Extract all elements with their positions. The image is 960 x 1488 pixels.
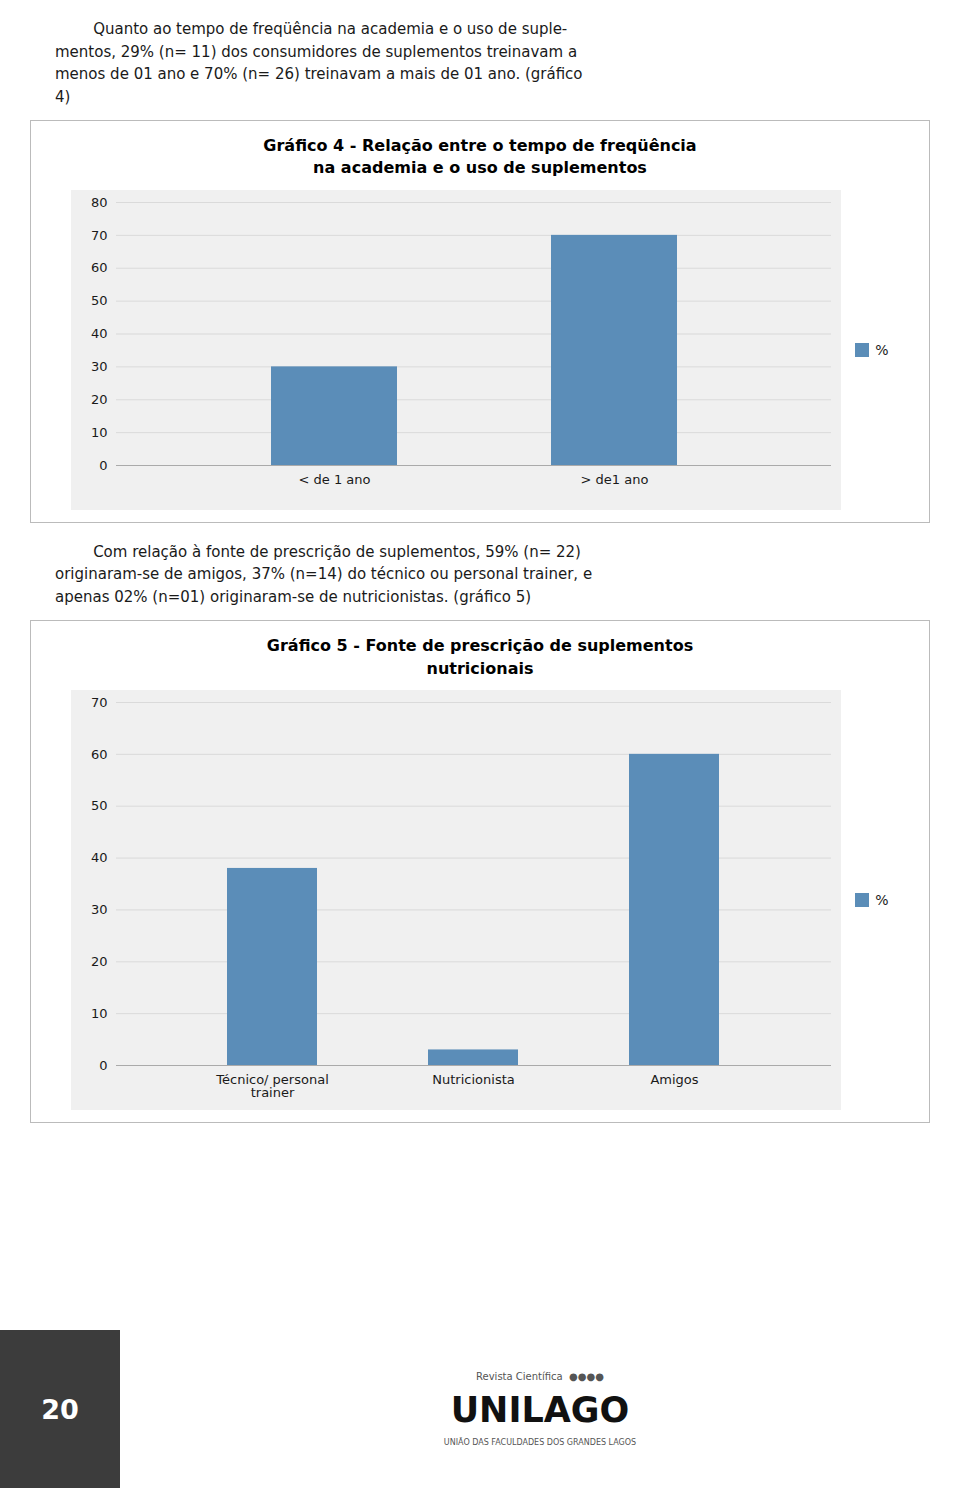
- html-text:apenas 02% (n=01) originaram-s: apenas 02% (n=01) originaram-se de nutri…: [55, 587, 532, 606]
- svg-text:80: 80: [91, 194, 108, 209]
- svg-text:60: 60: [91, 260, 108, 275]
- svg-text:Nutricionista: Nutricionista: [433, 1072, 515, 1087]
- html-text:originaram-se de amigos, 37% (: originaram-se de amigos, 37% (n=14) do t…: [55, 565, 593, 584]
- svg-text:Técnico/ personaltrainer: Técnico/ personaltrainer: [216, 1072, 329, 1100]
- html-text:Gráfico 4 - Relação entre o te: Gráfico 4 - Relação entre o tempo de fre…: [263, 136, 697, 178]
- html-text:Com relação à fonte de prescri: Com relação à fonte de prescrição de sup…: [55, 542, 581, 561]
- svg-text:50: 50: [91, 798, 108, 813]
- svg-text:20: 20: [91, 954, 108, 969]
- html-text:20: 20: [41, 1393, 79, 1425]
- svg-text:0: 0: [100, 457, 108, 472]
- svg-text:30: 30: [91, 902, 108, 917]
- svg-text:< de 1 ano: < de 1 ano: [299, 472, 371, 487]
- svg-text:50: 50: [91, 293, 108, 308]
- svg-text:Amigos: Amigos: [651, 1072, 699, 1087]
- svg-text:40: 40: [91, 326, 108, 341]
- svg-text:> de1 ano: > de1 ano: [581, 472, 649, 487]
- svg-text:70: 70: [91, 227, 108, 242]
- html-text:mentos, 29% (n= 11) dos consum: mentos, 29% (n= 11) dos consumidores de …: [55, 42, 578, 61]
- html-text:Quanto ao tempo de freqüência: Quanto ao tempo de freqüência na academi…: [55, 20, 568, 38]
- svg-text:40: 40: [91, 850, 108, 865]
- svg-text:70: 70: [91, 695, 108, 710]
- html-text:UNILAGO: UNILAGO: [450, 1390, 630, 1430]
- svg-text:10: 10: [91, 425, 108, 440]
- html-text:4): 4): [55, 87, 71, 106]
- svg-text:30: 30: [91, 359, 108, 374]
- html-text:UNIÃO DAS FACULDADES DOS GRAND: UNIÃO DAS FACULDADES DOS GRANDES LAGOS: [443, 1438, 637, 1447]
- svg-text:0: 0: [100, 1058, 108, 1073]
- svg-text:10: 10: [91, 1006, 108, 1021]
- html-text:menos de 01 ano e 70% (n= 26): menos de 01 ano e 70% (n= 26) treinavam …: [55, 65, 583, 83]
- html-text:Revista Científica ●●●●: Revista Científica ●●●●: [476, 1371, 604, 1382]
- svg-text:60: 60: [91, 747, 108, 762]
- html-text:Gráfico 5 - Fonte de prescriçã: Gráfico 5 - Fonte de prescrição de suple…: [266, 636, 694, 678]
- svg-text:20: 20: [91, 392, 108, 407]
